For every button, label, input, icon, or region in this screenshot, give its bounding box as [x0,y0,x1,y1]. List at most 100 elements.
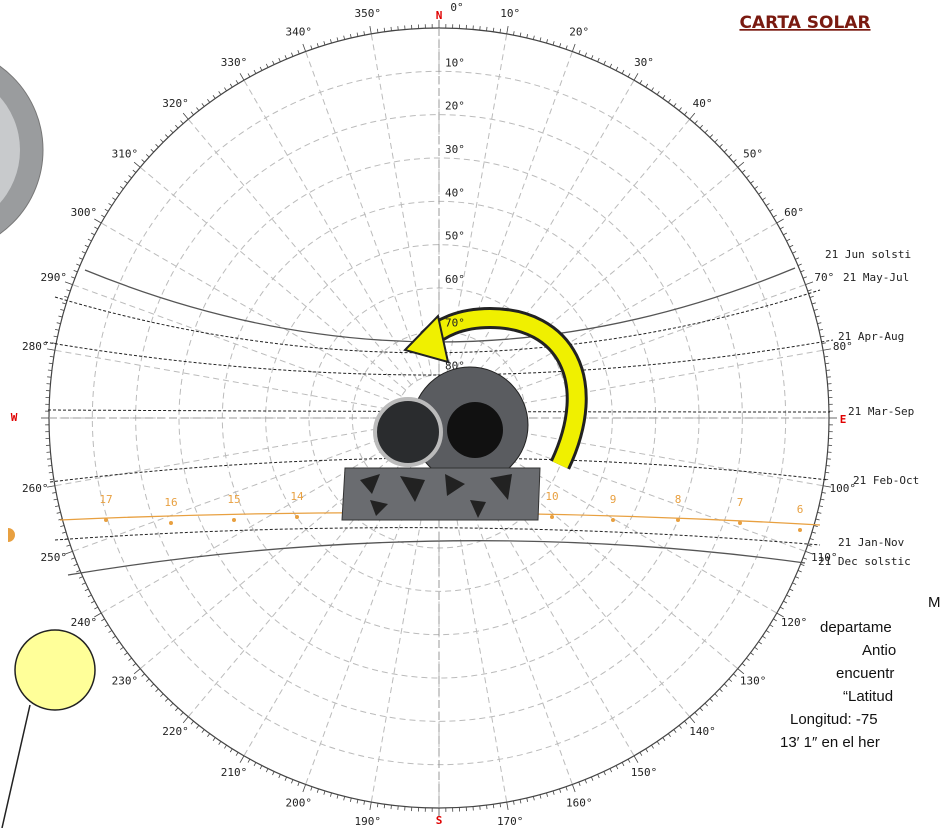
hour-marker [295,515,299,519]
azimuth-label: 150° [631,766,658,779]
cardinal-label: N [436,9,443,22]
degree-tick [539,37,542,42]
degree-tick [132,169,137,173]
degree-tick [94,226,99,230]
degree-tick [807,544,812,547]
degree-tick [49,478,54,481]
hour-label: 6 [797,503,804,516]
degree-tick [259,765,263,770]
arrow-head [403,313,450,364]
degree-tick [112,197,116,201]
degree-tick [513,800,515,805]
altitude-label: 70° [445,316,465,329]
degree-tick [662,95,666,99]
azimuth-line [54,349,397,411]
degree-tick [297,781,300,786]
azimuth-line [187,450,412,718]
degree-tick [310,45,313,50]
degree-tick [565,786,568,791]
degree-tick [94,606,99,610]
degree-tick [667,733,671,737]
degree-tick [746,657,750,661]
azimuth-label: 230° [112,675,139,688]
degree-tick [733,673,737,677]
degree-tick [71,276,76,279]
degree-tick [591,776,594,781]
degree-tick [651,87,654,92]
degree-tick [817,322,822,325]
degree-tick [180,120,184,124]
degree-tick [792,251,797,254]
degree-tick [94,612,102,618]
degree-tick [363,31,365,36]
degree-tick [349,34,352,39]
hour-marker [550,515,554,519]
hour-marker [104,518,108,522]
date-label: 21 Apr-Aug [838,330,904,343]
degree-tick [272,771,275,776]
degree-tick [789,588,794,592]
title: CARTA SOLAR [739,13,870,33]
degree-tick [239,73,245,81]
degree-tick [769,624,774,628]
degree-tick [182,716,189,724]
degree-tick [499,803,502,808]
degree-tick [723,149,728,153]
building-lens [373,397,443,467]
azimuth-label: 330° [221,56,248,69]
degree-tick [235,752,239,756]
degree-tick [639,752,643,756]
azimuth-label: 10° [500,7,520,20]
degree-tick [175,124,179,129]
azimuth-label: 0° [450,1,463,14]
azimuth-line [479,432,806,552]
azimuth-line [460,80,635,381]
date-label: 21 Dec solstic [818,555,911,568]
degree-tick [802,557,807,560]
azimuth-line [305,51,425,378]
degree-tick [546,39,548,44]
degree-tick [330,792,332,797]
arrow-body [422,309,585,469]
degree-tick [343,796,346,801]
degree-tick [809,538,814,541]
azimuth-line [243,455,418,756]
date-label: 21 Feb-Oct [853,474,919,487]
altitude-label: 10° [445,56,465,69]
degree-tick [190,720,194,725]
degree-tick [349,797,352,802]
degree-tick [323,41,326,46]
azimuth-line [466,450,691,718]
hour-label: 15 [227,493,240,506]
degree-tick [60,309,65,311]
azimuth-line [72,284,399,404]
degree-tick [376,803,379,808]
degree-tick [684,720,688,725]
azimuth-label: 160° [566,796,593,809]
degree-tick [786,238,791,242]
yellow-circle [14,629,96,711]
degree-tick [750,180,754,184]
degree-tick [201,103,205,107]
degree-tick [53,498,58,501]
degree-tick [48,362,53,365]
degree-tick [108,630,113,633]
azimuth-line [466,118,691,386]
sun-path-curve [67,540,806,576]
degree-tick [805,281,814,285]
date-label: 21 May-Jul [843,271,909,284]
degree-tick [552,790,555,795]
building [341,366,541,521]
degree-tick [104,624,109,628]
degree-tick [733,159,737,163]
degree-tick [699,124,703,129]
degree-tick [71,557,76,560]
degree-tick [532,35,535,40]
degree-tick [62,531,67,534]
sun-marker [8,528,15,542]
rotation-arrow [403,306,588,470]
degree-tick [552,41,555,46]
degree-tick [492,804,495,809]
hour-marker [611,518,615,522]
hour-label: 9 [610,493,617,506]
